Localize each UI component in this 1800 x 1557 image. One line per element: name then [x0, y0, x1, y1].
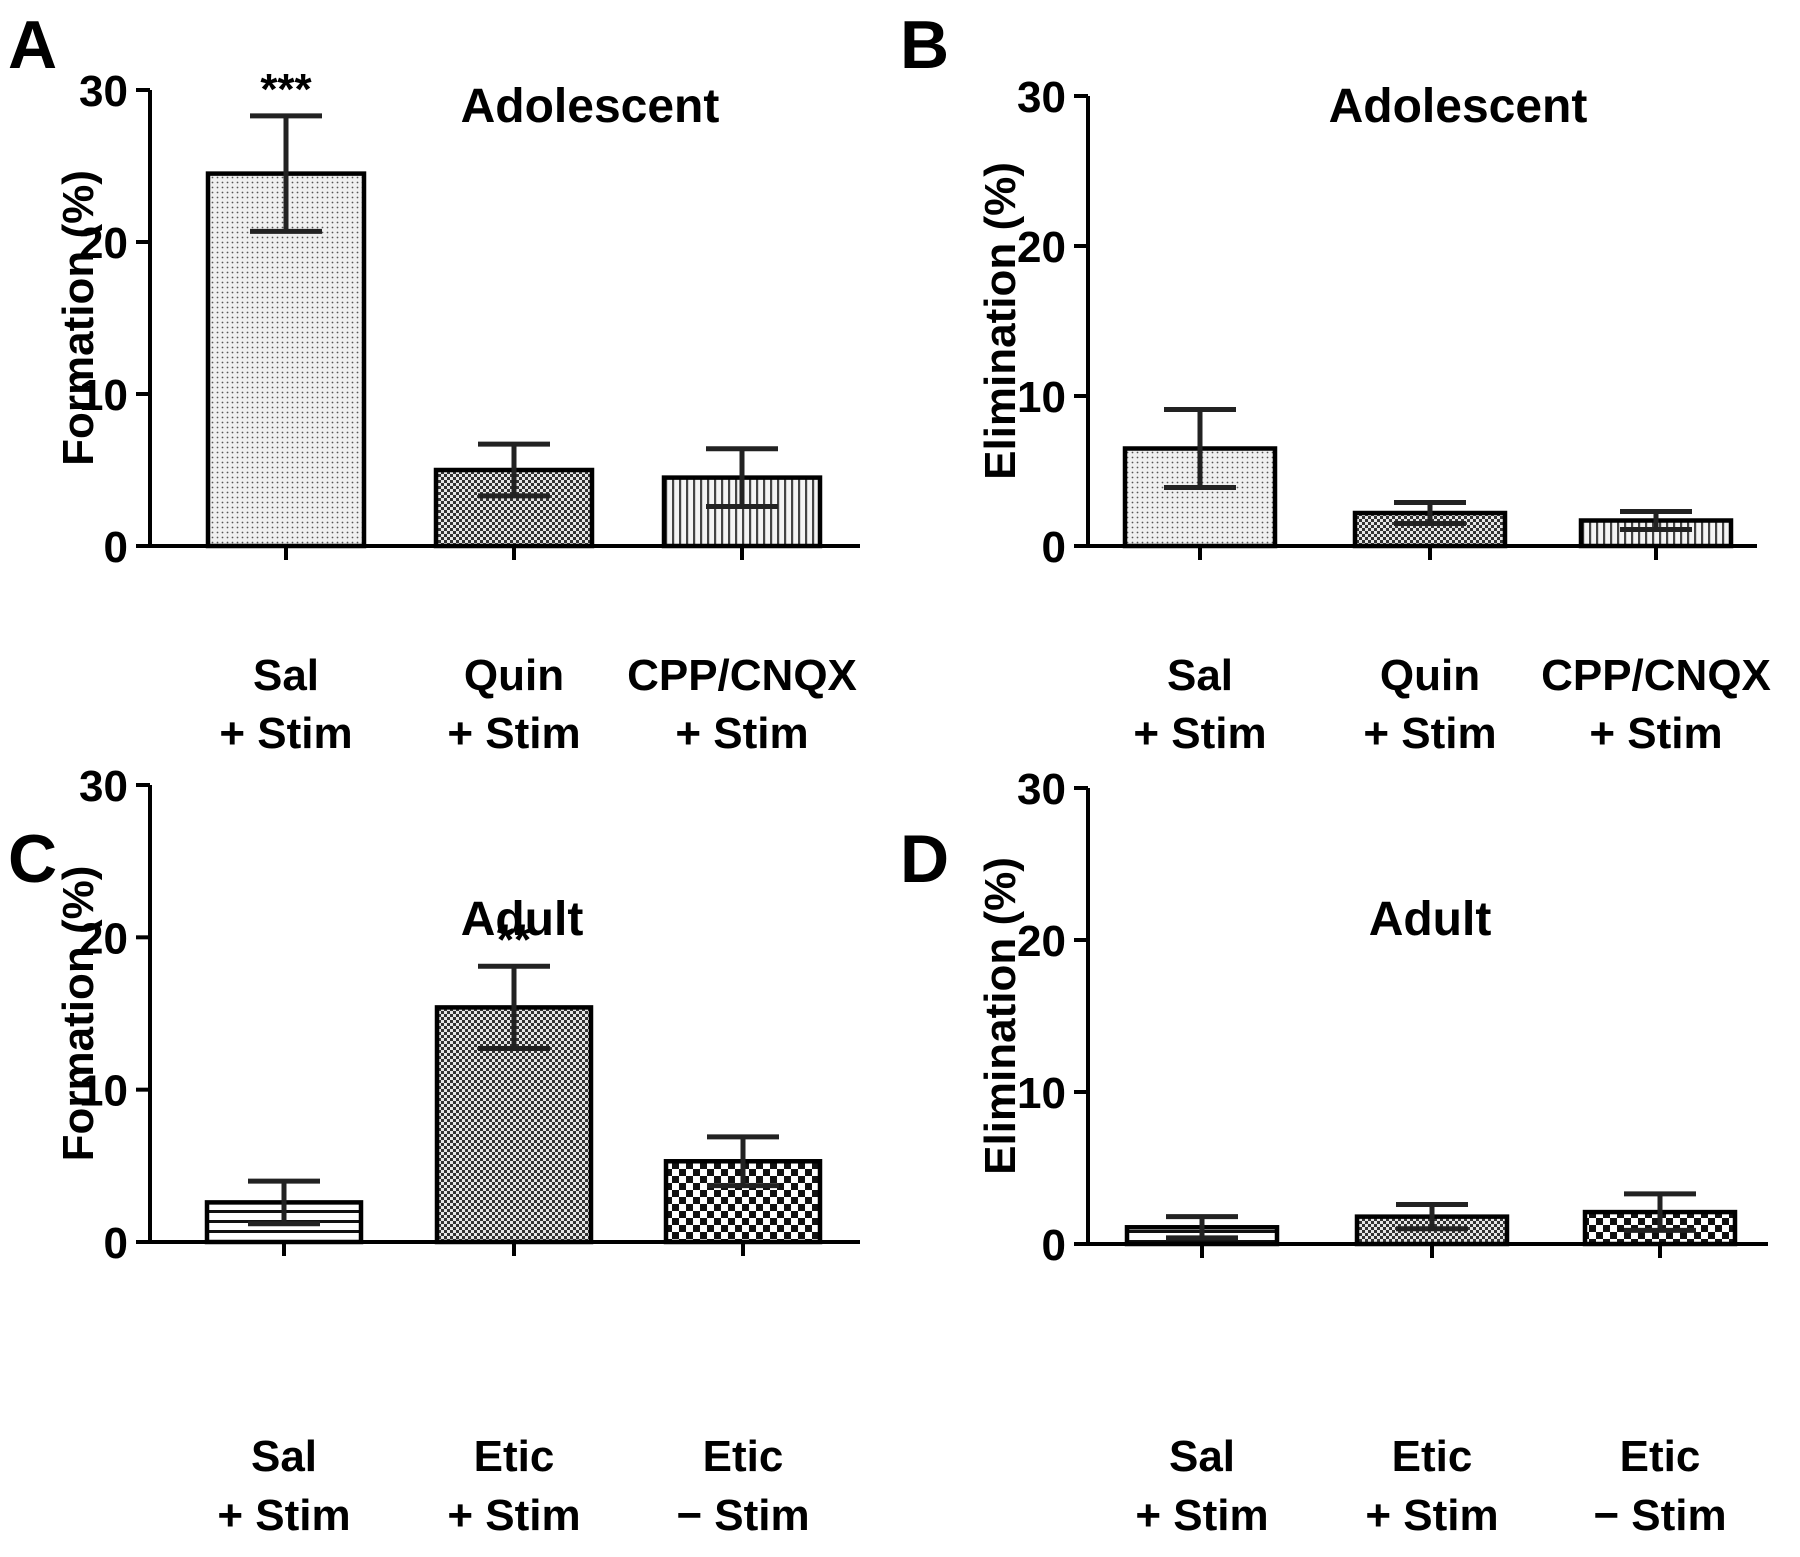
y-tick-label: 20 — [1017, 917, 1066, 966]
x-category-label: CPP/CNQX — [1541, 651, 1771, 700]
x-category-label: + Stim — [447, 709, 580, 758]
y-tick-label: 30 — [79, 67, 128, 116]
bar — [661, 475, 823, 549]
x-category-label: Sal — [1169, 1432, 1235, 1481]
x-category-label: + Stim — [675, 709, 808, 758]
x-category-label: Quin — [1380, 651, 1480, 700]
y-tick-label: 10 — [79, 371, 128, 420]
x-category-label: − Stim — [1593, 1491, 1726, 1540]
x-category-label: + Stim — [447, 1491, 580, 1540]
x-category-label: Etic — [1620, 1432, 1701, 1481]
x-category-label: + Stim — [217, 1491, 350, 1540]
panel-a: A Adolescent Formation (%) 0 10 20 30 *** Sal + S… — [8, 7, 860, 758]
chart-title: Adult — [1369, 893, 1492, 946]
y-axis-label: Elimination (%) — [976, 162, 1025, 480]
y-axis-label: Formation (%) — [54, 170, 103, 466]
chart-title: Adolescent — [461, 80, 720, 133]
panel-letter: D — [900, 821, 949, 897]
x-category-label: CPP/CNQX — [627, 651, 857, 700]
y-tick-label: 0 — [104, 523, 128, 572]
x-category-label: + Stim — [219, 709, 352, 758]
x-category-label: Quin — [464, 651, 564, 700]
y-tick-label: 20 — [79, 914, 128, 963]
y-tick-label: 10 — [79, 1067, 128, 1116]
x-category-label: Sal — [251, 1432, 317, 1481]
x-category-label: Sal — [1167, 651, 1233, 700]
y-tick-label: 30 — [1017, 73, 1066, 122]
y-tick-label: 30 — [1017, 765, 1066, 814]
significance-label: ** — [497, 915, 532, 964]
x-category-label: + Stim — [1363, 709, 1496, 758]
x-category-label: Etic — [474, 1432, 555, 1481]
x-category-label: + Stim — [1135, 1491, 1268, 1540]
y-tick-label: 10 — [1017, 1069, 1066, 1118]
panel-b: B Adolescent Elimination (%) 0 10 20 30 Sal + St… — [900, 7, 1771, 758]
x-category-label: Etic — [703, 1432, 784, 1481]
significance-label: *** — [260, 65, 312, 114]
y-tick-label: 10 — [1017, 373, 1066, 422]
x-category-label: − Stim — [676, 1491, 809, 1540]
y-tick-label: 30 — [79, 762, 128, 811]
panel-letter: A — [8, 7, 57, 83]
y-tick-label: 20 — [1017, 223, 1066, 272]
y-tick-label: 20 — [79, 219, 128, 268]
panel-c: C Adult Formation (%) 0 10 20 30 Sal + Stim ** Eti… — [8, 762, 860, 1540]
y-tick-label: 0 — [104, 1219, 128, 1268]
x-category-label: + Stim — [1133, 709, 1266, 758]
x-category-label: + Stim — [1589, 709, 1722, 758]
y-axis-label: Formation (%) — [54, 866, 103, 1162]
x-category-label: + Stim — [1365, 1491, 1498, 1540]
y-axis-label: Elimination (%) — [976, 857, 1025, 1175]
chart-title: Adult — [461, 893, 584, 946]
chart-title: Adolescent — [1329, 80, 1588, 133]
panel-d: D Adult Elimination (%) 0 10 20 30 Sal + Stim Eti… — [900, 765, 1768, 1540]
x-category-label: Etic — [1392, 1432, 1473, 1481]
panel-letter: B — [900, 7, 949, 83]
y-tick-label: 0 — [1042, 1221, 1066, 1270]
x-category-label: Sal — [253, 651, 319, 700]
panel-letter: C — [8, 821, 57, 897]
y-tick-label: 0 — [1042, 523, 1066, 572]
